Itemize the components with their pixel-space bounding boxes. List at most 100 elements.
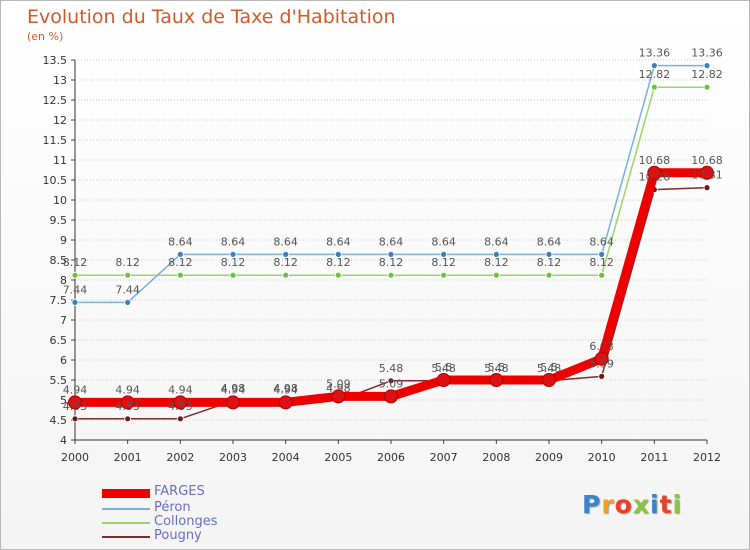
y-tick-label: 5 <box>60 394 67 407</box>
legend-label: Collonges <box>154 514 218 529</box>
data-point <box>387 250 395 258</box>
y-tick-label: 10.5 <box>43 174 68 187</box>
x-tick-label: 2002 <box>166 451 194 464</box>
data-label: 8.12 <box>326 256 351 269</box>
legend-swatch <box>102 522 150 524</box>
y-tick-label: 5.5 <box>50 374 68 387</box>
x-tick-label: 2012 <box>693 451 721 464</box>
data-point <box>68 395 82 410</box>
data-label: 4.94 <box>115 383 140 396</box>
data-label: 8.12 <box>537 256 562 269</box>
chart-title: Evolution du Taux de Taxe d'Habitation <box>27 6 396 28</box>
data-label: 8.12 <box>379 256 404 269</box>
data-label: 8.64 <box>431 235 456 248</box>
data-point <box>71 271 79 279</box>
legend-swatch <box>102 508 150 510</box>
data-label: 13.36 <box>691 47 723 60</box>
data-label: 5.48 <box>379 362 404 375</box>
data-point <box>384 389 398 404</box>
data-label: 4.98 <box>221 382 246 395</box>
data-point <box>176 250 184 258</box>
data-point <box>278 395 293 410</box>
data-point <box>173 395 188 410</box>
data-label: 5.5 <box>435 361 453 374</box>
data-label: 5.48 <box>537 362 562 375</box>
data-label: 5.5 <box>488 361 506 374</box>
data-label: 8.64 <box>273 235 298 248</box>
data-point <box>229 250 237 258</box>
grid-lines <box>75 59 707 421</box>
data-label: 7.44 <box>115 283 140 296</box>
data-point <box>226 395 240 410</box>
data-label: 5.59 <box>589 357 614 370</box>
data-point <box>176 415 184 423</box>
legend-swatch <box>102 488 150 498</box>
y-tick-label: 8.5 <box>50 254 68 267</box>
data-label: 5.48 <box>484 362 509 375</box>
data-label: 8.12 <box>63 256 88 269</box>
data-label: 4.53 <box>63 400 88 413</box>
data-label: 13.36 <box>639 47 671 60</box>
data-point <box>282 250 290 258</box>
data-label: 8.12 <box>221 256 246 269</box>
data-label: 7.44 <box>63 283 88 296</box>
data-label: 12.82 <box>639 68 671 81</box>
data-label: 4.53 <box>115 400 140 413</box>
proxiti-logo: Proxiti <box>582 490 683 519</box>
legend-label: Pougny <box>154 528 202 543</box>
data-point <box>594 351 609 366</box>
data-label: 8.64 <box>168 235 193 248</box>
chart-unit-label: (en %) <box>27 30 64 43</box>
data-label: 4.98 <box>326 382 351 395</box>
y-tick-label: 11 <box>53 154 67 167</box>
y-tick-label: 9.5 <box>50 214 68 227</box>
data-point <box>124 298 132 306</box>
data-point <box>492 250 500 258</box>
data-point <box>436 373 451 387</box>
x-tick-label: 2004 <box>272 451 300 464</box>
data-label: 12.82 <box>691 68 723 81</box>
data-point <box>440 271 448 279</box>
data-point <box>331 389 346 404</box>
data-point <box>176 271 184 279</box>
data-point <box>703 62 711 69</box>
series-lines <box>68 62 714 423</box>
data-point <box>334 271 342 279</box>
x-tick-label: 2006 <box>377 451 405 464</box>
y-tick-label: 7 <box>60 314 67 327</box>
data-point <box>229 271 237 279</box>
data-label: 8.64 <box>537 235 562 248</box>
y-tick-label: 12 <box>53 114 67 127</box>
data-label: 4.98 <box>273 382 298 395</box>
x-tick-label: 2001 <box>114 451 142 464</box>
y-tick-label: 6.5 <box>50 334 68 347</box>
data-label: 8.64 <box>484 235 509 248</box>
data-point <box>489 373 504 387</box>
x-tick-label: 2000 <box>61 451 89 464</box>
y-tick-label: 11.5 <box>43 134 68 147</box>
data-label: 4.53 <box>168 400 193 413</box>
data-label: 5.09 <box>379 377 404 390</box>
legend-swatch <box>102 536 150 538</box>
data-label: 10.68 <box>691 154 723 167</box>
x-tick-label: 2010 <box>588 451 616 464</box>
x-tick-label: 2009 <box>535 451 563 464</box>
data-point <box>334 250 342 258</box>
data-point <box>647 165 662 180</box>
data-point <box>598 250 606 258</box>
x-tick-label: 2008 <box>482 451 510 464</box>
data-label: 8.12 <box>484 256 509 269</box>
data-point <box>650 62 658 69</box>
data-label: 10.26 <box>639 171 671 184</box>
data-point <box>700 165 714 180</box>
data-label: 6.03 <box>589 340 614 353</box>
data-point <box>703 184 711 192</box>
data-label: 8.64 <box>589 235 614 248</box>
data-label: 8.12 <box>273 256 298 269</box>
data-point <box>703 83 711 91</box>
data-point <box>542 373 556 387</box>
data-label: 5.48 <box>431 362 456 375</box>
y-tick-label: 10 <box>53 194 67 207</box>
data-label: 8.64 <box>326 235 351 248</box>
data-label: 5.5 <box>540 361 558 374</box>
